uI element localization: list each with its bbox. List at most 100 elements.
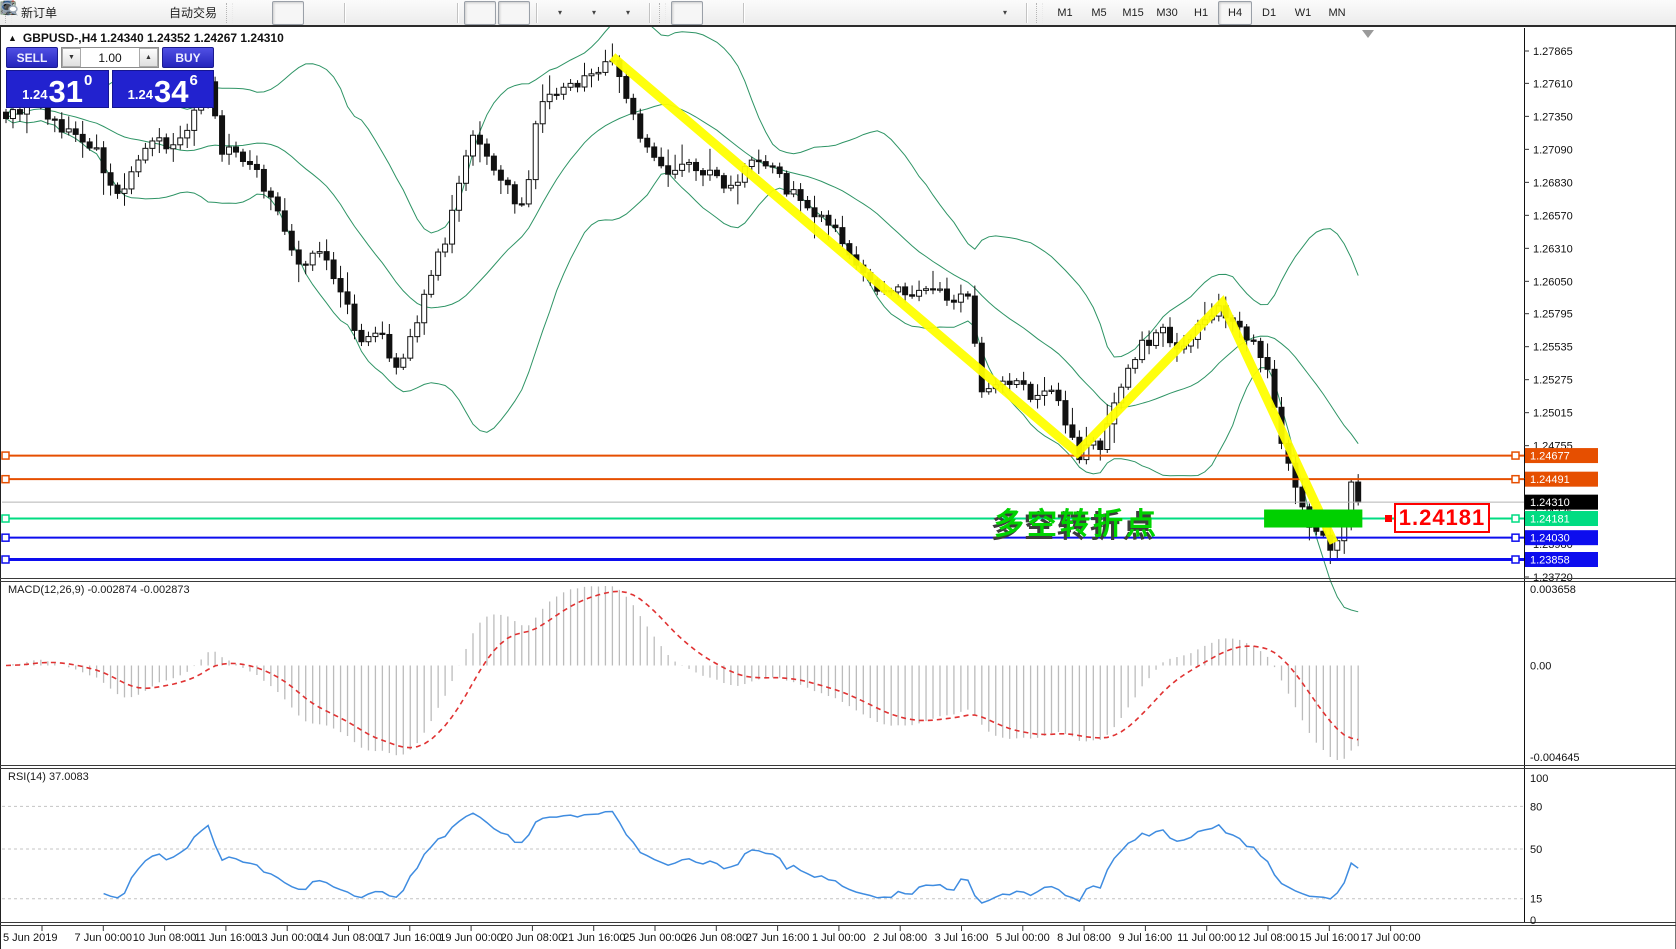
candle-body xyxy=(644,137,651,148)
periods-button[interactable]: ▾ xyxy=(0,0,609,25)
candle-body xyxy=(163,137,170,150)
time-axis-label: 5 Jun 2019 xyxy=(3,932,57,944)
candle-body xyxy=(253,163,260,170)
text-tool-button[interactable]: A xyxy=(3,1,952,25)
toolbar-grip[interactable] xyxy=(1036,2,1044,23)
line-handle[interactable] xyxy=(1,514,10,523)
timeframe-MN[interactable]: MN xyxy=(1328,6,1346,19)
sell-price-display[interactable]: 1.24 31 0 xyxy=(6,70,109,108)
channel-tool-button[interactable]: E xyxy=(0,1,884,25)
chat-button[interactable] xyxy=(0,1,1666,25)
new-order-button[interactable]: 新订单 xyxy=(1,0,61,25)
toolbar-grip[interactable] xyxy=(659,2,667,23)
time-axis-label: 10 Jun 08:00 xyxy=(133,932,197,944)
candle-body xyxy=(239,151,246,162)
toolbar-grip[interactable] xyxy=(226,2,234,23)
buy-price-display[interactable]: 1.24 34 6 xyxy=(111,70,214,108)
dropdown-arrow-icon[interactable]: ▾ xyxy=(558,8,563,17)
volume-decrease-button[interactable]: ▼ xyxy=(62,48,81,67)
timeframe-H1[interactable]: H1 xyxy=(1194,6,1209,19)
trendline-tool-button[interactable] xyxy=(1,1,850,25)
macd-axis-min-label: -0.004645 xyxy=(1530,752,1580,764)
time-axis-label: 25 Jun 00:00 xyxy=(623,932,687,944)
macd-axis-max-label: 0.003658 xyxy=(1530,584,1576,596)
line-handle[interactable] xyxy=(1,533,10,542)
templates-button[interactable]: ▾ xyxy=(0,1,643,25)
dropdown-arrow-icon[interactable]: ▾ xyxy=(626,8,631,17)
bar-chart-button[interactable] xyxy=(2,1,270,25)
quotes-button[interactable] xyxy=(1,1,95,25)
zoom-in-button[interactable] xyxy=(1,0,383,25)
timeframe-M5[interactable]: M5 xyxy=(1091,6,1107,19)
volume-increase-button[interactable]: ▲ xyxy=(139,48,158,67)
line-handle[interactable] xyxy=(1,555,10,564)
one-click-collapse-icon[interactable]: ▲ xyxy=(8,33,17,43)
price-tag-label[interactable]: 1.24181 xyxy=(1394,503,1490,533)
candle-body xyxy=(1153,332,1160,346)
candle-body xyxy=(358,329,365,343)
buy-button[interactable]: BUY xyxy=(162,47,214,68)
candle-body xyxy=(1334,540,1341,551)
auto-trading-button[interactable]: 自动交易 xyxy=(1,1,221,25)
line-handle[interactable] xyxy=(1511,514,1520,523)
buy-price-point: 6 xyxy=(189,72,198,89)
highlight-rectangle[interactable] xyxy=(1264,509,1363,528)
timeframe-M1[interactable]: M1 xyxy=(1057,6,1073,19)
fibonacci-tool-button[interactable]: F xyxy=(1,1,918,25)
candle-body xyxy=(943,288,950,301)
macd-signal-line xyxy=(5,590,1359,749)
volume-input[interactable]: 1.00 xyxy=(98,50,122,65)
zoom-out-button[interactable] xyxy=(1,0,417,25)
timeframe-D1[interactable]: D1 xyxy=(1262,6,1277,19)
auto-scroll-button[interactable] xyxy=(2,0,497,25)
timeframe-M30[interactable]: M30 xyxy=(1156,6,1178,19)
chart-shift-marker-icon[interactable] xyxy=(1362,30,1374,38)
sell-button[interactable]: SELL xyxy=(6,47,58,68)
tile-windows-button[interactable] xyxy=(0,1,451,25)
candle-body xyxy=(1355,481,1362,503)
line-handle[interactable] xyxy=(1,474,10,484)
candle-body xyxy=(219,115,226,155)
search-button[interactable] xyxy=(1,1,1630,25)
crosshair-tool-button[interactable] xyxy=(1,1,737,25)
timeframe-W1[interactable]: W1 xyxy=(1294,6,1312,19)
indicators-button[interactable]: ▾ xyxy=(0,1,575,25)
candle-body xyxy=(776,166,783,175)
time-axis-label: 19 Jun 00:00 xyxy=(439,932,503,944)
signals-button[interactable] xyxy=(1,1,163,25)
arrows-tool-button[interactable]: ▾ xyxy=(1,1,1020,25)
data-window-button[interactable] xyxy=(0,1,129,25)
horizontal-line-tool-button[interactable] xyxy=(1,1,816,25)
candle-body xyxy=(581,75,588,88)
candle-body xyxy=(288,230,295,251)
candle-body xyxy=(260,168,267,192)
trend-zigzag-line[interactable] xyxy=(609,53,1338,545)
volume-stepper: ▼ 1.00 ▲ xyxy=(61,47,159,68)
line-handle[interactable] xyxy=(1,451,10,460)
candlestick-chart-button[interactable] xyxy=(2,0,305,25)
timeframe-H4[interactable]: H4 xyxy=(1218,0,1253,25)
candle-body xyxy=(170,144,177,150)
dropdown-arrow-icon[interactable]: ▾ xyxy=(1003,8,1008,17)
chart-annotation-text[interactable]: 多空转折点 xyxy=(994,508,1159,541)
line-handle[interactable] xyxy=(1511,474,1520,484)
sell-price-point: 0 xyxy=(83,72,93,89)
chart-shift-button[interactable] xyxy=(3,0,531,25)
line-handle[interactable] xyxy=(1511,451,1520,460)
line-chart-button[interactable] xyxy=(0,1,338,25)
vertical-line-tool-button[interactable] xyxy=(6,1,782,25)
candle-body xyxy=(804,199,811,209)
text-label-tool-button[interactable]: T xyxy=(1,1,986,25)
candle-body xyxy=(658,156,665,167)
candle-body xyxy=(567,82,574,88)
line-handle[interactable] xyxy=(1511,555,1520,564)
time-axis-label: 17 Jun 16:00 xyxy=(378,932,442,944)
price-level-chip-label: 1.24030 xyxy=(1530,533,1570,545)
price-tag-handle[interactable] xyxy=(1385,515,1392,523)
cursor-tool-button[interactable] xyxy=(3,0,704,25)
dropdown-arrow-icon[interactable]: ▾ xyxy=(592,8,597,17)
candle-body xyxy=(748,159,755,168)
line-handle[interactable] xyxy=(1511,533,1520,542)
timeframe-M15[interactable]: M15 xyxy=(1122,6,1144,19)
